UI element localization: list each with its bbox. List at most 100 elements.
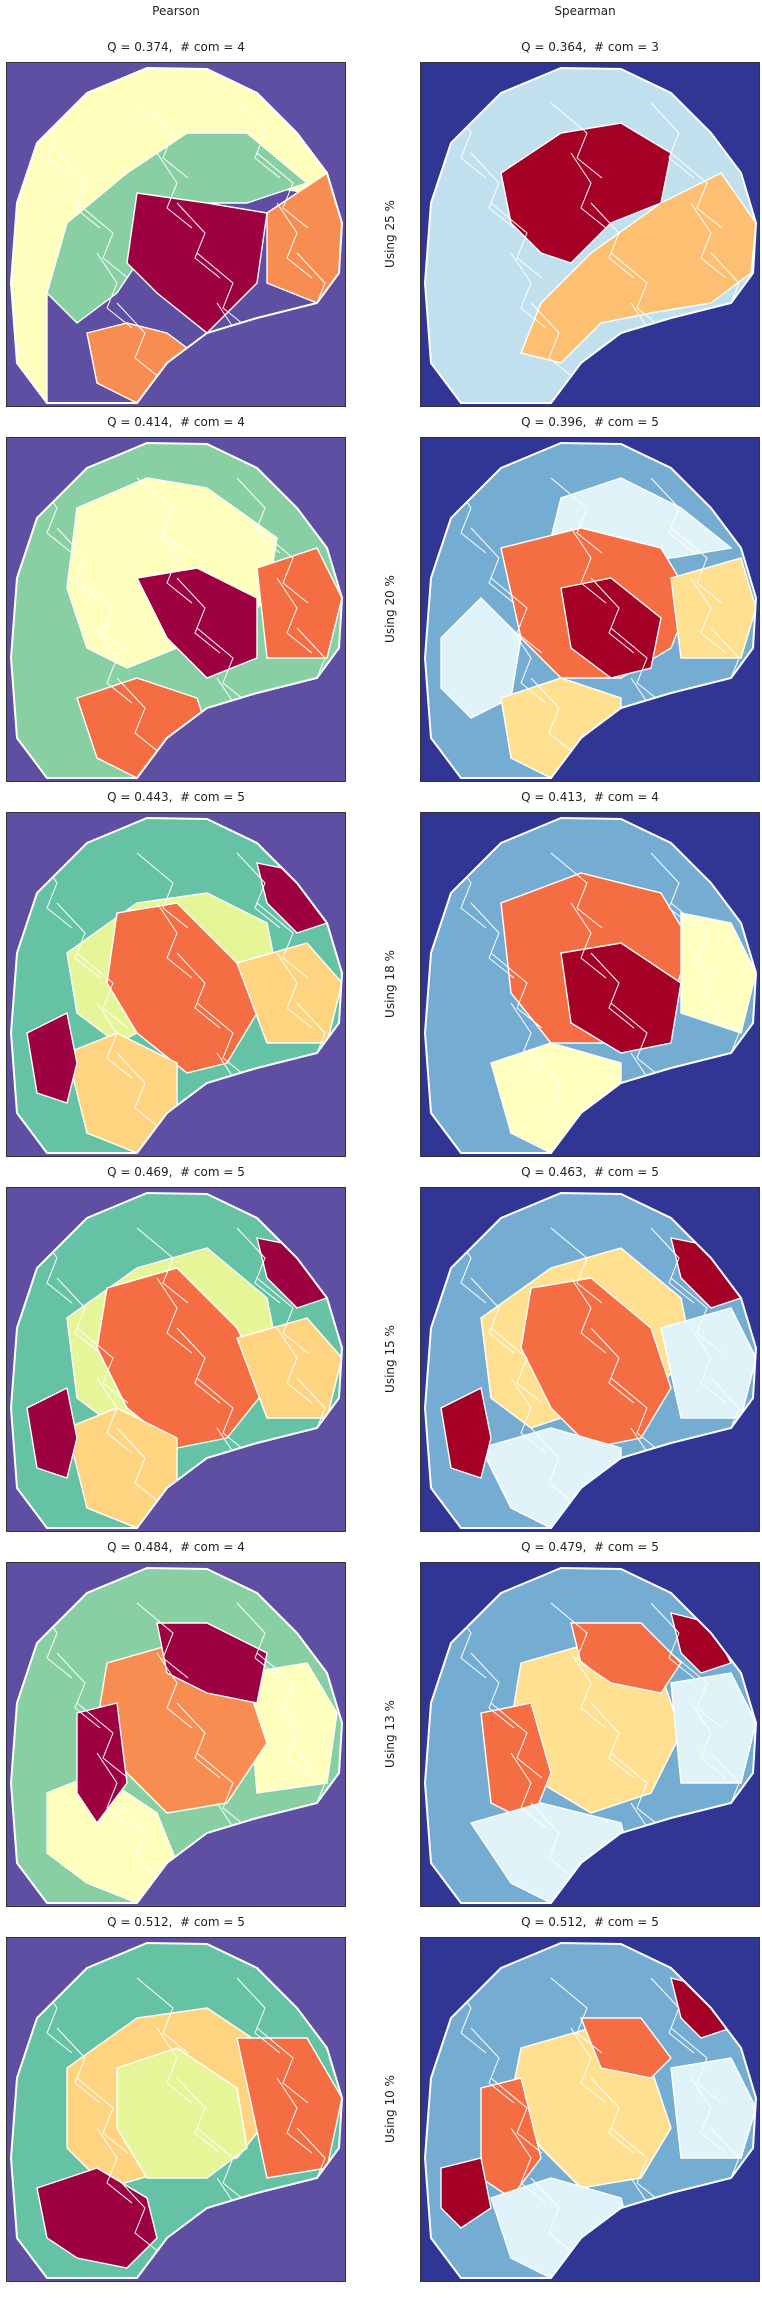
parcel-outline: [690, 952, 727, 1029]
parcel-outline: [96, 1002, 133, 1079]
parcel-outline: [116, 1802, 161, 1879]
community-region: [236, 942, 342, 1044]
parcel-outline: [650, 1602, 695, 1679]
brain-outline: [9, 441, 344, 779]
pearson-brain-panel: [6, 812, 346, 1157]
pearson-brain-panel: [6, 437, 346, 782]
spearman-panel-title: Q = 0.512, # com = 5: [521, 1915, 659, 1929]
community-region: [670, 557, 756, 659]
parcel-outline: [510, 627, 547, 704]
parcel-outline: [670, 527, 723, 604]
parcel-outline: [570, 2027, 607, 2104]
parcel-outline: [136, 102, 189, 179]
parcel-outline: [510, 1002, 547, 1079]
brain-outline: [9, 816, 344, 1154]
parcel-outline: [510, 2127, 547, 2204]
community-region: [76, 1702, 128, 1825]
community-region: [26, 1386, 78, 1479]
community-region: [560, 942, 682, 1054]
parcel-outline: [176, 577, 221, 654]
parcel-outline: [56, 1652, 101, 1729]
parcel-outline: [510, 252, 547, 329]
community-region: [670, 2057, 756, 2159]
parcel-outline: [530, 2177, 575, 2254]
column-title-spearman: Spearman: [554, 4, 616, 18]
parcel-outline: [196, 1002, 249, 1079]
parcel-outline: [196, 2127, 249, 2204]
parcel-outline: [76, 2077, 129, 2154]
parcel-outline: [530, 1802, 575, 1879]
row-threshold-label: Using 18 %: [383, 950, 397, 1018]
parcel-outline: [76, 577, 129, 654]
parcel-outline: [156, 527, 193, 604]
parcel-outline: [690, 1702, 727, 1779]
community-region: [440, 1386, 492, 1479]
parcel-outline: [276, 1702, 313, 1779]
parcel-outline: [236, 477, 281, 554]
parcel-outline: [690, 202, 727, 279]
parcel-outline: [96, 2127, 133, 2204]
pearson-panel-title: Q = 0.469, # com = 5: [107, 1165, 245, 1179]
parcel-outline: [670, 902, 723, 979]
brain-outline: [423, 441, 758, 779]
community-region: [246, 1662, 338, 1794]
parcel-outline: [56, 2027, 101, 2104]
parcel-outline: [96, 1752, 133, 1829]
parcel-outline: [610, 1752, 663, 1829]
parcel-outline: [176, 1702, 221, 1779]
community-region: [116, 2047, 248, 2179]
parcel-outline: [176, 2077, 221, 2154]
parcel-outline: [650, 102, 695, 179]
community-region: [579, 2017, 672, 2079]
brain-outline: [423, 1941, 758, 2279]
parcel-outline: [490, 1327, 543, 1404]
parcel-outline: [196, 1752, 249, 1829]
parcel-outline: [550, 102, 603, 179]
community-region: [520, 1277, 672, 1449]
spearman-brain-panel: [420, 437, 760, 782]
parcel-outline: [256, 2027, 309, 2104]
parcel-outline: [470, 1277, 515, 1354]
parcel-outline: [650, 477, 695, 554]
parcel-outline: [590, 2077, 635, 2154]
row-threshold-label: Using 10 %: [383, 2075, 397, 2143]
parcel-outline: [550, 477, 603, 554]
brain-outline: [423, 1191, 758, 1529]
parcel-outline: [136, 477, 189, 554]
community-region: [135, 567, 258, 679]
parcel-outline: [116, 1052, 161, 1129]
community-region: [236, 2037, 342, 2179]
parcel-outline: [276, 577, 313, 654]
parcel-outline: [510, 1752, 547, 1829]
parcel-outline: [56, 902, 101, 979]
parcel-outline: [76, 1702, 129, 1779]
community-region: [570, 1622, 682, 1694]
brain-outline: [423, 1566, 758, 1904]
community-region: [500, 122, 672, 264]
spearman-brain-panel: [420, 812, 760, 1157]
parcel-outline: [610, 627, 663, 704]
parcel-outline: [490, 577, 543, 654]
parcel-outline: [490, 202, 543, 279]
row-threshold-label: Using 25 %: [383, 200, 397, 268]
parcel-outline: [610, 252, 663, 329]
parcel-outline: [590, 202, 635, 279]
parcel-outline: [196, 252, 249, 329]
parcel-outline: [470, 1652, 515, 1729]
spearman-panel-title: Q = 0.364, # com = 3: [521, 40, 659, 54]
parcel-outline: [470, 2027, 515, 2104]
parcel-outline: [236, 1602, 281, 1679]
brain-outline: [9, 1566, 344, 1904]
parcel-outline: [236, 852, 281, 929]
spearman-panel-title: Q = 0.413, # com = 4: [521, 790, 659, 804]
parcel-outline: [256, 1652, 309, 1729]
parcel-outline: [530, 1052, 575, 1129]
parcel-outline: [510, 1377, 547, 1454]
parcel-outline: [56, 527, 101, 604]
parcel-outline: [650, 1977, 695, 2054]
parcel-outline: [156, 1277, 193, 1354]
parcel-outline: [590, 952, 635, 1029]
parcel-outline: [156, 152, 193, 229]
parcel-outline: [276, 2077, 313, 2154]
brain-outline: [9, 1191, 344, 1529]
